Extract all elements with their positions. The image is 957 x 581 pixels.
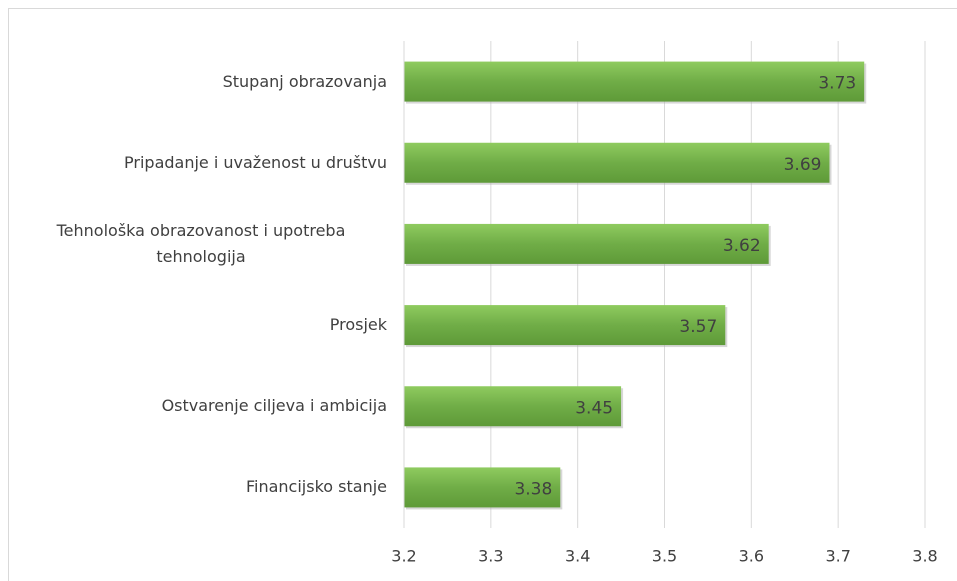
bar	[404, 142, 830, 183]
x-tick-label: 3.7	[825, 547, 850, 566]
x-tick-label: 3.8	[912, 547, 937, 566]
y-tick-label: Financijsko stanje	[245, 477, 387, 497]
y-tick-label: Pripadanje i uvaženost u društvu	[124, 152, 387, 172]
category-label-box: Prosjek	[330, 295, 387, 355]
y-tick-label: Prosjek	[329, 315, 387, 335]
chart-frame	[8, 8, 957, 581]
data-label: 3.73	[818, 74, 856, 94]
data-label: 3.45	[575, 398, 613, 418]
bar	[404, 467, 561, 508]
data-label: 3.57	[679, 317, 717, 337]
category-label-box: Ostvarenje ciljeva i ambicija	[162, 376, 387, 436]
y-tick-label: Stupanj obrazovanja	[222, 71, 387, 91]
x-tick-label: 3.5	[652, 547, 677, 566]
category-label-box: Financijsko stanje	[246, 457, 387, 517]
x-tick-label: 3.3	[478, 547, 503, 566]
bar	[404, 223, 769, 264]
data-label: 3.62	[723, 236, 761, 256]
category-label-box: Pripadanje i uvaženost u društvu	[124, 133, 387, 193]
category-label-box: Tehnološka obrazovanost i upotreba tehno…	[15, 214, 387, 274]
bar	[404, 386, 622, 427]
x-tick-label: 3.6	[739, 547, 764, 566]
y-tick-label: Ostvarenje ciljeva i ambicija	[161, 396, 387, 416]
bar	[404, 305, 726, 346]
y-tick-label: Tehnološka obrazovanost i upotreba tehno…	[56, 220, 346, 266]
data-label: 3.38	[514, 479, 552, 499]
data-label: 3.69	[784, 155, 822, 175]
x-tick-label: 3.4	[565, 547, 590, 566]
bar	[404, 61, 865, 102]
x-tick-label: 3.2	[391, 547, 416, 566]
category-label-box: Stupanj obrazovanja	[223, 52, 387, 112]
